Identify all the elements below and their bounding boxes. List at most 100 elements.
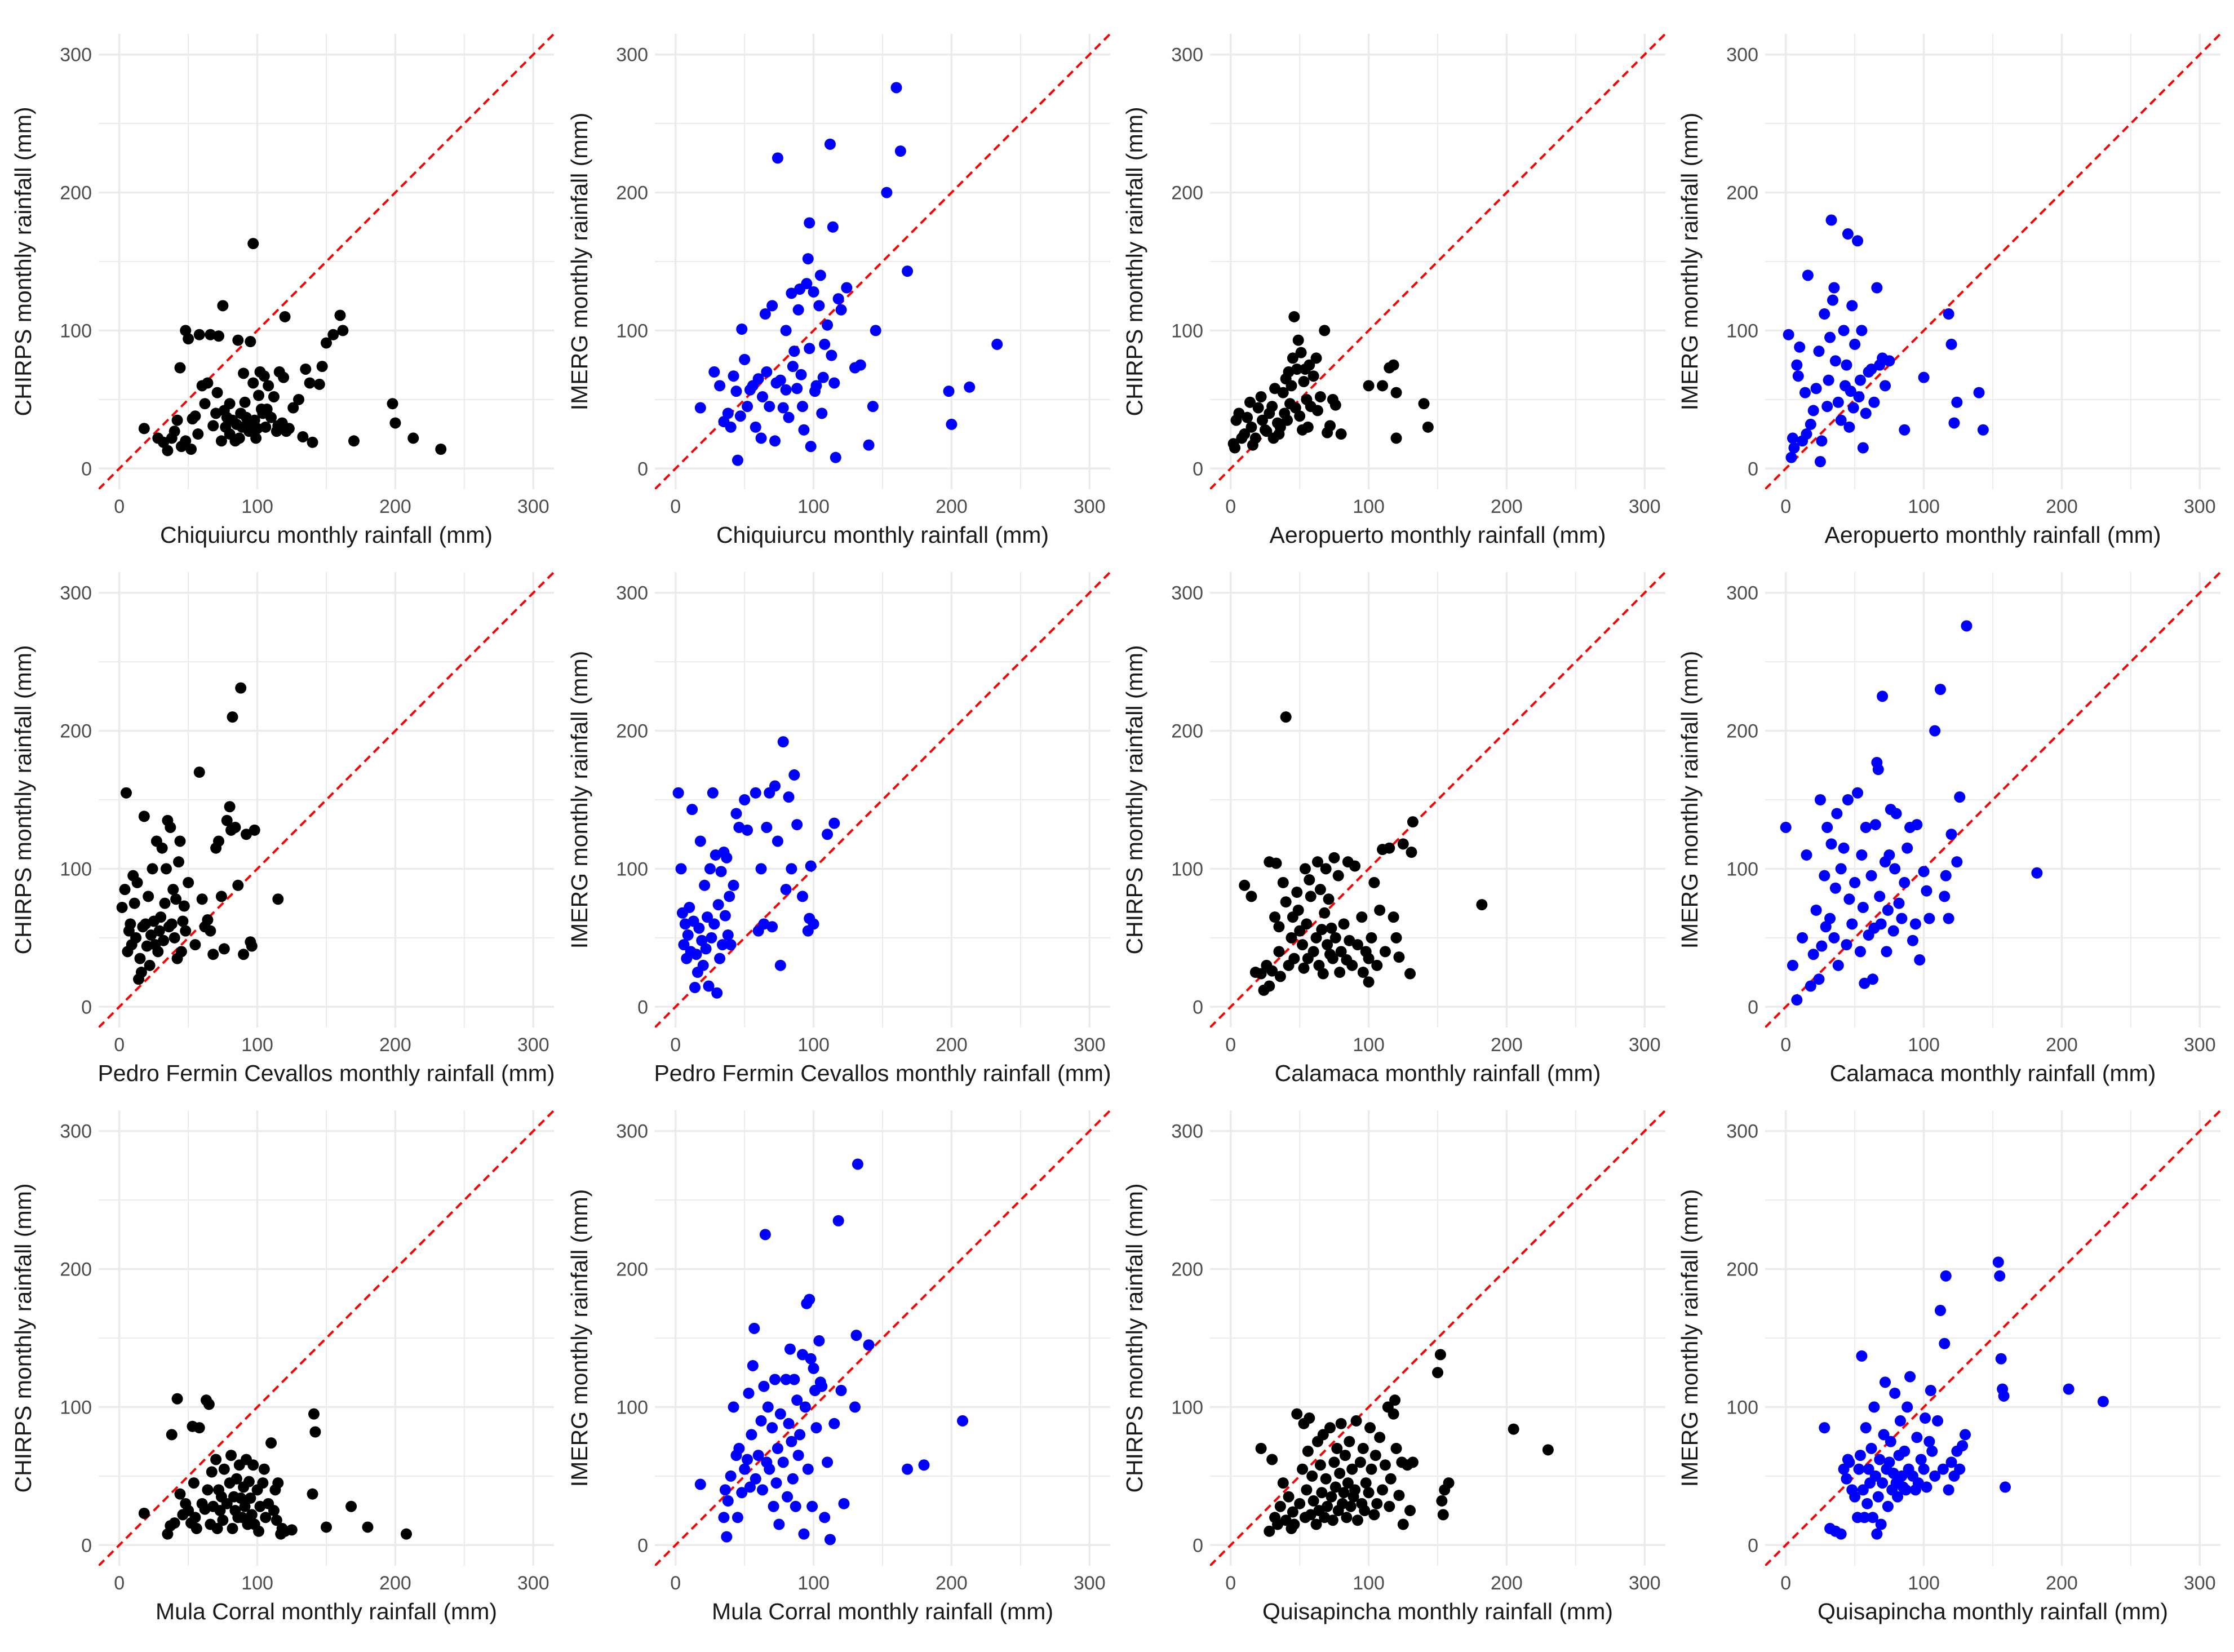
data-point — [728, 879, 739, 891]
data-point — [1542, 1444, 1554, 1456]
x-tick-label: 0 — [114, 496, 125, 517]
data-point — [1943, 913, 1954, 924]
x-tick-label: 0 — [1780, 1573, 1791, 1594]
data-point — [1857, 901, 1869, 913]
data-point — [1835, 1528, 1847, 1540]
data-point — [1846, 300, 1858, 312]
data-point — [213, 330, 225, 342]
scatter-panel-row1-col1: 0 0 100 100 200 200 300 300 Chiquiurcu monthly r… — [10, 34, 554, 548]
y-tick-label: 0 — [1193, 1535, 1203, 1556]
data-point — [1393, 951, 1405, 963]
data-point — [780, 384, 792, 396]
data-point — [171, 1393, 183, 1405]
data-point — [1885, 1436, 1896, 1447]
data-point — [165, 821, 176, 833]
data-point — [734, 410, 746, 422]
y-tick-label: 200 — [60, 183, 92, 204]
data-point — [819, 338, 831, 350]
data-point — [238, 949, 250, 960]
data-point — [1274, 421, 1286, 433]
data-point — [1865, 1442, 1877, 1454]
data-point — [759, 308, 771, 320]
one-to-one-reference-line — [655, 572, 1110, 1027]
y-tick-label: 0 — [81, 458, 92, 480]
data-point — [1374, 1432, 1386, 1443]
data-point — [819, 1512, 831, 1523]
data-point — [173, 856, 185, 868]
data-point — [1314, 884, 1326, 896]
data-point — [1869, 1470, 1881, 1482]
data-point — [1374, 904, 1386, 916]
data-point — [1404, 968, 1416, 980]
x-tick-label: 200 — [936, 1034, 968, 1056]
data-point — [756, 391, 768, 402]
data-point — [1311, 405, 1323, 417]
data-point — [268, 1505, 280, 1517]
data-point — [766, 1422, 778, 1434]
data-point — [1307, 1495, 1319, 1507]
y-tick-label: 300 — [1171, 583, 1203, 604]
data-point — [1807, 949, 1819, 960]
data-point — [1867, 973, 1878, 985]
data-point — [1872, 764, 1884, 776]
data-point — [808, 1362, 819, 1374]
data-point — [337, 325, 349, 336]
x-tick-label: 100 — [1908, 496, 1940, 517]
data-point — [1923, 1436, 1935, 1447]
data-point — [1319, 907, 1331, 919]
data-point — [714, 953, 726, 964]
data-point — [1385, 1473, 1397, 1485]
data-point — [247, 377, 259, 389]
data-point — [1288, 1518, 1300, 1530]
data-point — [1853, 1463, 1865, 1475]
data-point — [1363, 953, 1375, 964]
data-point — [1357, 967, 1369, 978]
data-point — [762, 1401, 774, 1413]
one-to-one-reference-line — [99, 1110, 554, 1566]
data-point — [1388, 911, 1399, 923]
x-tick-label: 100 — [797, 1034, 830, 1056]
data-point — [1860, 821, 1872, 833]
x-axis-label: Mula Corral monthly rainfall (mm) — [712, 1598, 1053, 1624]
data-point — [1297, 1463, 1309, 1475]
data-point — [1805, 418, 1816, 430]
data-point — [143, 891, 154, 902]
data-point — [1835, 414, 1847, 426]
y-tick-label: 0 — [1748, 1535, 1758, 1556]
data-point — [1824, 913, 1836, 924]
data-point — [1277, 1477, 1289, 1489]
y-tick-label: 300 — [1726, 583, 1758, 604]
scatter-points — [1239, 711, 1488, 996]
data-point — [202, 1484, 214, 1496]
data-point — [247, 1459, 259, 1471]
data-point — [1880, 380, 1891, 392]
data-point — [813, 300, 825, 312]
x-tick-label: 200 — [1491, 1034, 1523, 1056]
data-point — [1384, 1500, 1395, 1512]
data-point — [1882, 1500, 1894, 1512]
data-point — [804, 217, 815, 229]
data-point — [183, 333, 194, 345]
y-tick-label: 300 — [60, 1121, 92, 1142]
data-point — [890, 82, 902, 94]
data-point — [1954, 791, 1966, 803]
y-tick-label: 100 — [60, 858, 92, 880]
data-point — [246, 940, 258, 952]
data-point — [307, 1488, 318, 1500]
scatter-points — [672, 736, 840, 999]
data-point — [772, 1442, 783, 1454]
data-point — [1925, 1385, 1936, 1397]
data-point — [1841, 939, 1852, 951]
data-point — [756, 1484, 768, 1496]
data-point — [1335, 1418, 1347, 1429]
data-point — [224, 801, 236, 813]
data-point — [1802, 269, 1814, 281]
scatter-points — [138, 238, 447, 457]
data-point — [1379, 1459, 1391, 1471]
data-point — [235, 682, 247, 694]
data-point — [160, 863, 172, 875]
data-point — [192, 428, 204, 440]
data-point — [736, 1487, 748, 1499]
x-tick-label: 100 — [241, 496, 273, 517]
x-tick-label: 200 — [1491, 496, 1523, 517]
